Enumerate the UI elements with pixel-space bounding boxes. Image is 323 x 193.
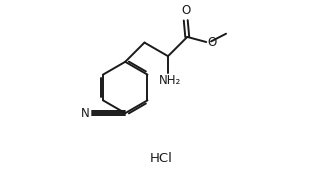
Text: O: O — [208, 36, 217, 48]
Text: N: N — [81, 107, 89, 120]
Text: HCl: HCl — [150, 152, 173, 165]
Text: O: O — [181, 4, 190, 17]
Text: NH₂: NH₂ — [158, 74, 181, 87]
